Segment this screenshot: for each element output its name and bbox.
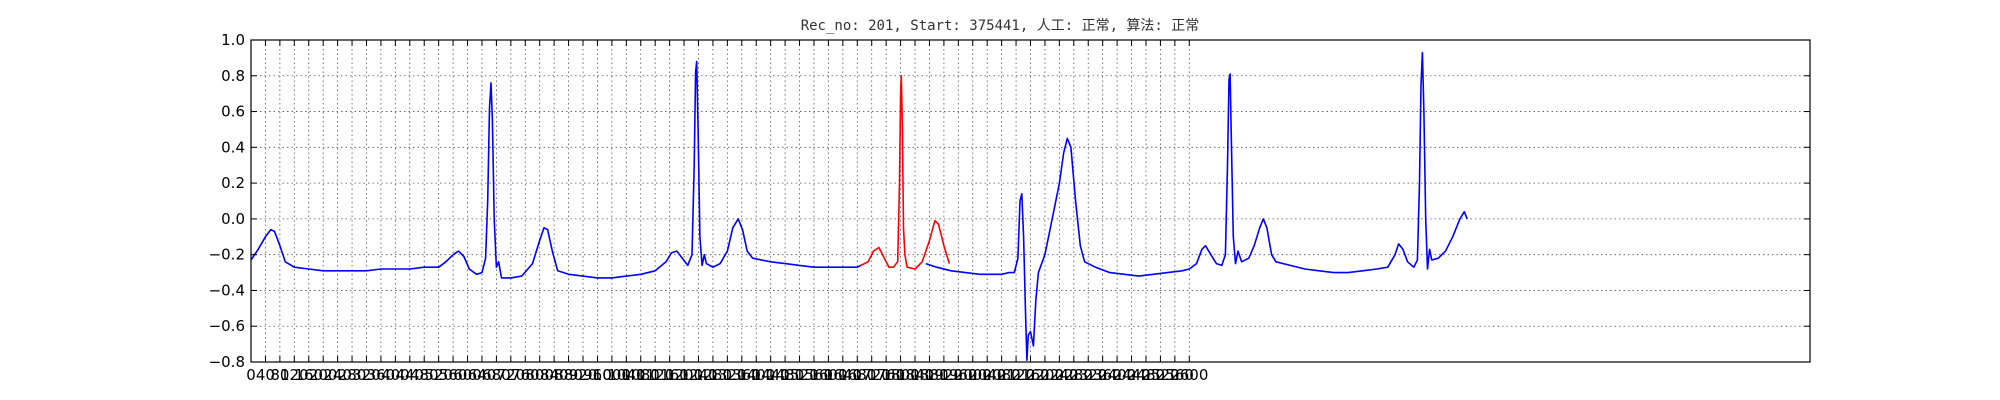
x-tick-label: 1960 [939,366,977,384]
series-line-0-0 [250,60,862,279]
x-tick-label: 200 [309,366,338,384]
x-tick-label: 360 [367,366,396,384]
x-tick-label: 2120 [997,366,1035,384]
x-tick-label: 400 [381,366,410,384]
x-tick-label: 1280 [694,366,732,384]
x-tick-label: 1880 [910,366,948,384]
x-tick-label: 2560 [1156,366,1194,384]
x-tick-label: 800 [525,366,554,384]
x-tick-label: 1840 [896,366,934,384]
x-tick-label: 2240 [1040,366,1078,384]
y-tick-label: 0.6 [221,103,245,121]
x-tick-label: 40 [256,366,275,384]
x-tick-label: 1080 [622,366,660,384]
y-tick-label: −0.8 [209,353,245,371]
x-tick-label: 1000 [593,366,631,384]
x-tick-label: 920 [569,366,598,384]
x-tick-label: 2200 [1026,366,1064,384]
x-tick-label: 2520 [1141,366,1179,384]
x-tick-label: 2600 [1170,366,1208,384]
x-tick-label: 1600 [809,366,847,384]
y-tick-label: 1.0 [221,31,245,49]
x-tick-label: 720 [497,366,526,384]
x-tick-label: 1440 [752,366,790,384]
y-axis: −0.8 −0.6 −0.4 −0.2 0.0 0.2 0.4 0.6 0.8 1.0 [209,31,1810,371]
grid-lines [251,40,1810,362]
x-tick-label: 2320 [1069,366,1107,384]
x-tick-label: 680 [482,366,511,384]
x-tick-label: 2280 [1055,366,1093,384]
x-tick-label: 160 [294,366,323,384]
y-tick-label: −0.4 [209,281,245,299]
x-tick-label: 440 [395,366,424,384]
x-tick-label: 2480 [1127,366,1165,384]
x-tick-label: 480 [410,366,439,384]
x-tick-label: 280 [338,366,367,384]
x-tick-label: 1920 [925,366,963,384]
x-tick-label: 640 [468,366,497,384]
x-tick-label: 1120 [636,366,674,384]
x-tick-label: 2400 [1098,366,1136,384]
x-tick-label: 1040 [607,366,645,384]
x-tick-label: 1800 [881,366,919,384]
x-tick-label: 120 [280,366,309,384]
series-line-0-1 [925,51,1468,362]
x-tick-label: 1400 [737,366,775,384]
x-tick-label: 1320 [708,366,746,384]
signal-lines [250,51,1468,362]
x-tick-label: 1360 [723,366,761,384]
x-tick-label: 1480 [766,366,804,384]
x-tick-label: 880 [554,366,583,384]
y-tick-label: 0.2 [221,174,245,192]
x-tick-label: 1520 [780,366,818,384]
x-tick-label: 600 [453,366,482,384]
x-tick-label: 2160 [1011,366,1049,384]
y-tick-label: 0.0 [221,210,245,228]
x-tick-label: 960 [583,366,612,384]
x-tick-label: 80 [270,366,289,384]
x-tick-label: 1640 [824,366,862,384]
x-tick-label: 2440 [1112,366,1150,384]
x-tick-label: 2000 [954,366,992,384]
x-tick-label: 320 [352,366,381,384]
y-tick-label: 0.4 [221,138,245,156]
x-tick-label: 560 [439,366,468,384]
x-tick-label: 1240 [679,366,717,384]
x-tick-label: 0 [246,366,256,384]
x-tick-label: 1160 [651,366,689,384]
plot-area-frame [250,39,1811,363]
x-tick-label: 2040 [968,366,1006,384]
chart-title: Rec_no: 201, Start: 375441, 人工: 正常, 算法: … [801,18,1200,34]
series-line-1-0 [860,75,951,270]
y-tick-label: 0.8 [221,67,245,85]
y-tick-label: −0.2 [209,246,245,264]
y-tick-label: −0.6 [209,317,245,335]
x-tick-label: 1720 [853,366,891,384]
x-tick-label: 840 [540,366,569,384]
x-axis: 0 408012016020024028032036040044048052056… [246,40,1208,384]
x-tick-label: 1200 [665,366,703,384]
x-tick-label: 760 [511,366,540,384]
x-tick-label: 2080 [983,366,1021,384]
x-tick-label: 240 [323,366,352,384]
x-tick-label: 1680 [838,366,876,384]
x-tick-label: 1760 [867,366,905,384]
x-tick-label: 1560 [795,366,833,384]
x-tick-label: 2360 [1084,366,1122,384]
x-tick-label: 520 [424,366,453,384]
